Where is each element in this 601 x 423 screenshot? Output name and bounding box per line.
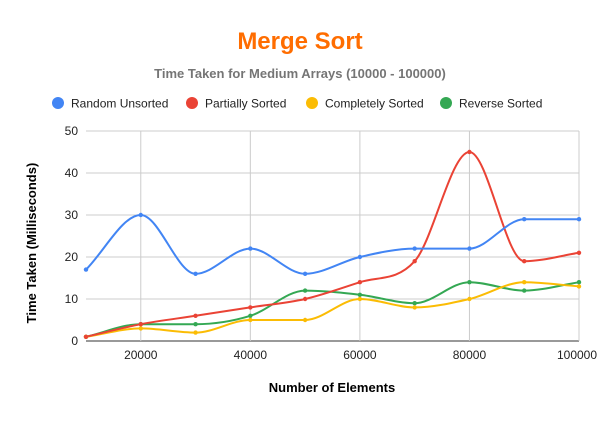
- data-point-reverse-sorted: [302, 288, 308, 293]
- x-tick-label: 60000: [343, 348, 377, 362]
- data-point-partially-sorted: [357, 280, 363, 285]
- x-tick-label: 100000: [557, 348, 597, 362]
- y-tick-label: 30: [65, 208, 79, 222]
- data-point-partially-sorted: [302, 296, 308, 302]
- legend-label-reverse-sorted: Reverse Sorted: [459, 97, 542, 111]
- y-axis-ticks: 0 10 20 30 40 50: [65, 124, 79, 348]
- chart-subtitle: Time Taken for Medium Arrays (10000 - 10…: [154, 66, 446, 81]
- data-point-random-unsorted: [248, 246, 253, 251]
- y-tick-label: 0: [71, 334, 78, 348]
- x-axis-ticks: 20000 40000 60000 80000 100000: [124, 348, 597, 362]
- data-point-partially-sorted: [193, 313, 198, 318]
- data-point-partially-sorted: [467, 149, 472, 155]
- data-point-partially-sorted: [522, 259, 527, 264]
- data-point-random-unsorted: [193, 271, 198, 276]
- legend: Random Unsorted Partially Sorted Completel…: [52, 97, 542, 111]
- y-axis-label: Time Taken (Milliseconds): [24, 163, 39, 324]
- x-tick-label: 80000: [453, 348, 487, 362]
- data-point-completely-sorted: [522, 280, 527, 285]
- data-point-completely-sorted: [412, 305, 417, 310]
- data-point-reverse-sorted: [412, 301, 417, 306]
- gridlines: [86, 130, 580, 342]
- data-point-random-unsorted: [576, 217, 582, 222]
- series-lines: [85, 151, 580, 338]
- data-point-partially-sorted: [138, 322, 143, 327]
- legend-swatch-partially-sorted: [186, 97, 198, 109]
- y-tick-label: 10: [65, 292, 79, 306]
- data-point-random-unsorted: [412, 246, 417, 251]
- data-point-partially-sorted: [248, 305, 253, 310]
- data-point-random-unsorted: [522, 217, 527, 222]
- data-point-reverse-sorted: [357, 292, 363, 297]
- data-point-completely-sorted: [576, 284, 582, 289]
- x-tick-label: 20000: [124, 348, 158, 362]
- legend-label-completely-sorted: Completely Sorted: [325, 97, 424, 111]
- y-tick-label: 20: [65, 250, 79, 264]
- data-point-completely-sorted: [357, 296, 363, 302]
- legend-label-random-unsorted: Random Unsorted: [71, 97, 168, 111]
- data-point-reverse-sorted: [576, 280, 582, 285]
- series-line-random-unsorted: [85, 214, 580, 275]
- data-point-partially-sorted: [83, 334, 89, 339]
- data-point-random-unsorted: [138, 212, 143, 218]
- data-point-reverse-sorted: [467, 280, 472, 285]
- legend-swatch-reverse-sorted: [440, 97, 452, 109]
- series-line-completely-sorted: [85, 281, 580, 338]
- data-point-completely-sorted: [193, 330, 198, 335]
- data-point-random-unsorted: [302, 271, 308, 276]
- x-tick-label: 40000: [234, 348, 268, 362]
- data-point-partially-sorted: [576, 250, 582, 255]
- legend-swatch-completely-sorted: [306, 97, 318, 109]
- data-point-completely-sorted: [138, 326, 143, 331]
- data-point-partially-sorted: [412, 259, 417, 264]
- data-point-completely-sorted: [248, 317, 253, 323]
- data-point-completely-sorted: [302, 317, 308, 323]
- data-point-random-unsorted: [467, 246, 472, 251]
- data-point-random-unsorted: [357, 254, 363, 260]
- data-point-reverse-sorted: [193, 322, 198, 327]
- y-tick-label: 40: [65, 166, 79, 180]
- data-point-completely-sorted: [467, 296, 472, 302]
- x-axis-label: Number of Elements: [269, 380, 395, 395]
- data-point-random-unsorted: [83, 267, 89, 272]
- data-point-reverse-sorted: [522, 288, 527, 293]
- series-points: [83, 149, 582, 339]
- chart-title: Merge Sort: [237, 28, 362, 55]
- y-tick-label: 50: [65, 124, 79, 138]
- legend-swatch-random-unsorted: [52, 97, 64, 109]
- legend-label-partially-sorted: Partially Sorted: [205, 97, 286, 111]
- data-point-reverse-sorted: [248, 313, 253, 318]
